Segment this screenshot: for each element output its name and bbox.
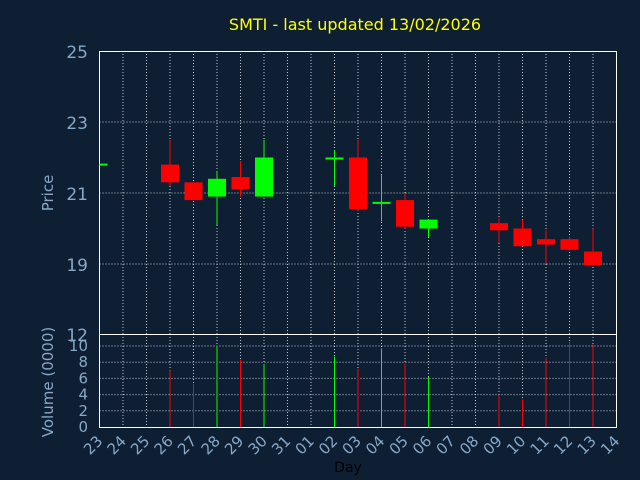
candle-body (513, 228, 532, 247)
volume-y-tick-label: 2 (78, 402, 88, 420)
price-y-tick-label: 12 (66, 326, 88, 346)
day-x-ticks: 2324252627282930310102030405060708091011… (80, 432, 623, 458)
price-y-tick-label: 21 (66, 185, 88, 205)
candle (325, 150, 344, 186)
candlestick-series (99, 139, 602, 265)
candle-body (325, 157, 344, 160)
chart-title: SMTI - last updated 13/02/2026 (229, 15, 481, 34)
candle (349, 139, 367, 211)
candle (490, 217, 508, 243)
candle (513, 219, 532, 247)
x-axis-label: Day (334, 460, 362, 476)
volume-y-tick-label: 4 (78, 386, 88, 404)
candle (419, 219, 438, 238)
price-y-tick-label: 23 (66, 114, 88, 134)
candle (537, 230, 555, 264)
candle (396, 193, 414, 229)
volume-y-tick-label: 6 (78, 369, 88, 387)
candle-body (537, 239, 555, 245)
candle-body (490, 223, 508, 231)
candle-body (208, 178, 226, 197)
candle-body (231, 177, 250, 190)
candle (231, 161, 250, 197)
candle-body (161, 164, 179, 183)
candle (255, 139, 273, 197)
candle (584, 228, 602, 265)
candle (208, 171, 226, 225)
volume-plot-frame (99, 334, 617, 428)
candle-body (184, 182, 203, 201)
candle (161, 139, 179, 186)
price-panel: 25 23 21 19 12 Price (39, 43, 617, 346)
candle-body (349, 157, 367, 209)
volume-y-tick-label: 8 (78, 353, 88, 371)
candle-body (396, 200, 414, 227)
volume-bar-series (169, 341, 594, 427)
price-y-ticks: 25 23 21 19 12 (66, 43, 88, 346)
price-axis-label: Price (39, 175, 57, 212)
price-y-tick-label: 19 (66, 256, 88, 276)
candle (184, 182, 203, 201)
volume-axis-label: Volume (0000) (39, 327, 57, 437)
candle-body (372, 201, 391, 204)
candle-body (255, 157, 273, 197)
price-y-tick-label: 25 (66, 43, 88, 63)
volume-y-tick-label: 10 (69, 337, 88, 355)
volume-y-tick-label: 0 (78, 418, 88, 436)
candle-body (419, 219, 438, 229)
candle (372, 175, 391, 222)
candle-body (560, 239, 579, 250)
candle-body (584, 251, 602, 265)
candle (560, 237, 579, 250)
